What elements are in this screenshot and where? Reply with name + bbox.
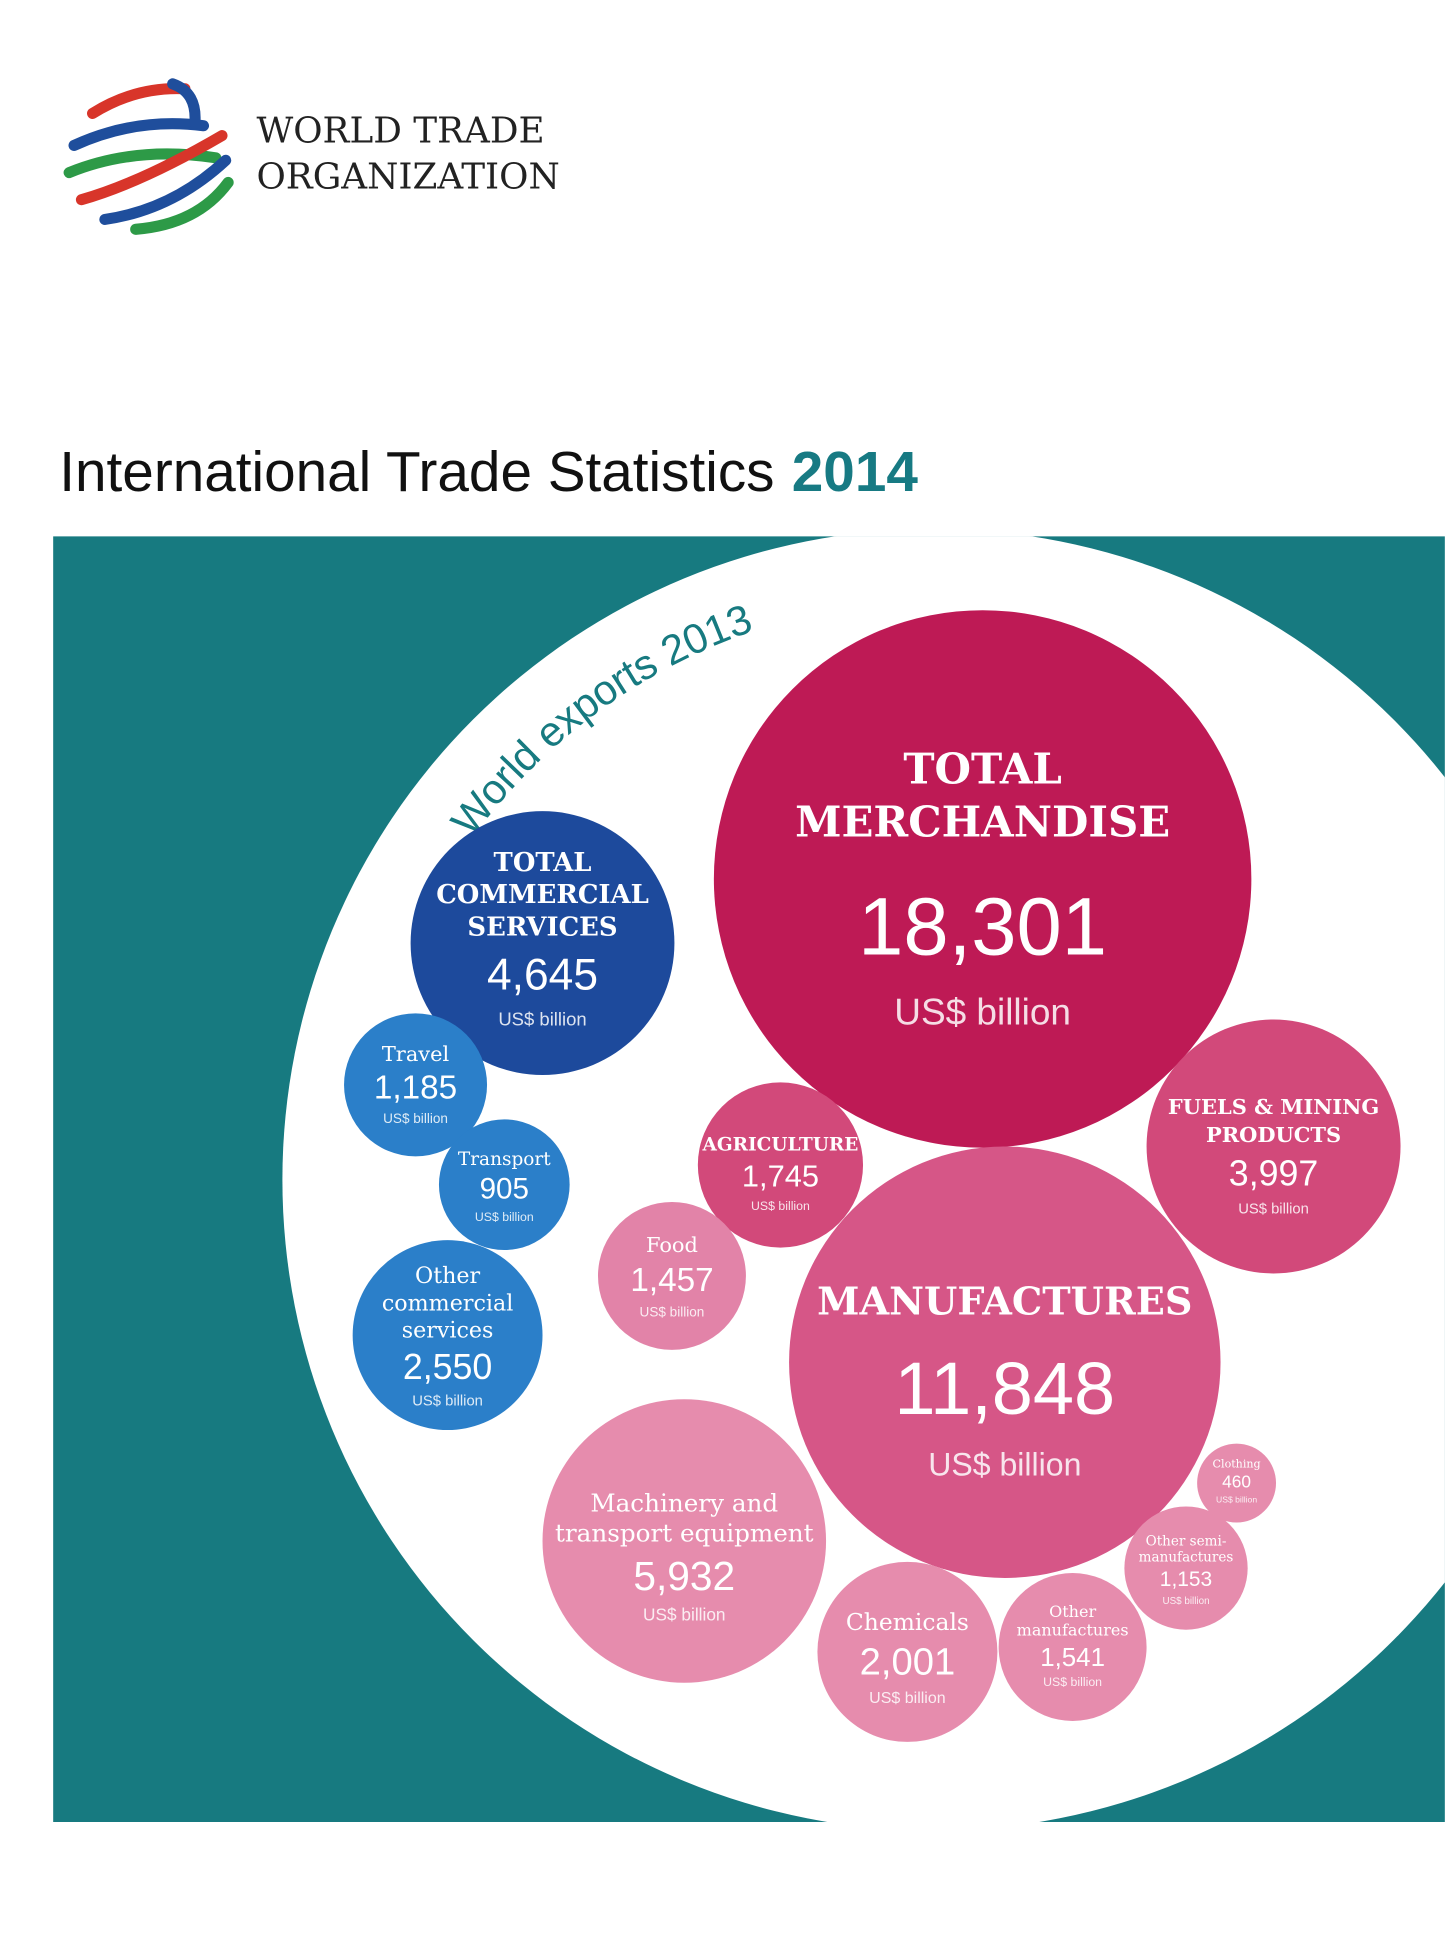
bubble-value: 5,932 [633, 1553, 735, 1599]
bubble-unit: US$ billion [643, 1605, 725, 1625]
bubble-unit: US$ billion [1216, 1495, 1257, 1505]
title: International Trade Statistics [59, 441, 774, 504]
bubble [998, 1573, 1147, 1721]
bubble [1124, 1506, 1248, 1630]
bubble-label: Machinery and [590, 1489, 778, 1518]
logo [63, 78, 234, 235]
bubble-label: Other semi- [1146, 1534, 1227, 1550]
bubble-unit: US$ billion [928, 1446, 1081, 1482]
bubble-label: TOTAL [903, 744, 1062, 793]
bubble-unit: US$ billion [869, 1689, 946, 1707]
bubble-label: Other [415, 1263, 481, 1289]
bubble [1197, 1443, 1277, 1523]
cover-title: International Trade Statistics 2014 [59, 441, 918, 504]
bubble-value: 4,645 [487, 950, 598, 999]
bubble-label: Travel [382, 1042, 450, 1066]
bubble [597, 1201, 746, 1350]
bubble-value: 905 [480, 1173, 529, 1206]
bubble [344, 1013, 488, 1157]
bubble-label: AGRICULTURE [702, 1134, 859, 1155]
bubble-unit: US$ billion [498, 1009, 586, 1030]
bubble-value: 11,848 [894, 1347, 1115, 1430]
bubble [697, 1082, 864, 1248]
bubble [410, 811, 675, 1075]
bubble-unit: US$ billion [1162, 1596, 1209, 1607]
bubble-label: Chemicals [846, 1608, 969, 1636]
bubble [352, 1240, 543, 1431]
bubble [438, 1119, 570, 1251]
bubble-value: 2,001 [860, 1640, 956, 1683]
bubble [713, 610, 1252, 1148]
bubble [1146, 1019, 1401, 1274]
bubble-label: Food [646, 1233, 698, 1257]
org-name: ORGANIZATION [257, 156, 560, 197]
bubble-value: 3,997 [1229, 1154, 1318, 1194]
org-name: WORLD TRADE [257, 111, 545, 152]
bubble-value: 1,153 [1160, 1568, 1212, 1591]
bubble-unit: US$ billion [640, 1304, 705, 1319]
bubble-label: Transport [458, 1149, 551, 1170]
bubble-unit: US$ billion [383, 1111, 448, 1126]
bubble-unit: US$ billion [1043, 1675, 1102, 1689]
bubble-label: MERCHANDISE [795, 797, 1170, 846]
bubble-unit: US$ billion [475, 1210, 534, 1224]
bubble-label: transport equipment [555, 1518, 814, 1547]
bubble-label: PRODUCTS [1206, 1122, 1341, 1147]
bubble-label: services [402, 1317, 494, 1343]
bubble-label: FUELS & MINING [1168, 1094, 1379, 1119]
bubble-value: 2,550 [403, 1347, 492, 1387]
bubble [789, 1146, 1221, 1578]
bubble-label: TOTAL [494, 848, 592, 878]
bubble-value: 1,457 [630, 1262, 713, 1299]
title-year: 2014 [792, 441, 919, 504]
bubble [542, 1399, 827, 1683]
bubble-value: 18,301 [858, 882, 1107, 973]
bubble-unit: US$ billion [894, 991, 1071, 1032]
bubble-value: 460 [1222, 1472, 1251, 1492]
bubble-value: 1,541 [1040, 1644, 1105, 1672]
bubble-label: commercial [382, 1290, 513, 1316]
bubble-label: SERVICES [467, 912, 617, 942]
bubble [817, 1561, 998, 1742]
bubble-label: Other [1049, 1602, 1096, 1621]
bubble-value: 1,745 [742, 1159, 819, 1194]
bubble-unit: US$ billion [412, 1394, 483, 1410]
bubble-unit: US$ billion [1238, 1201, 1309, 1217]
bubble-label: manufactures [1017, 1620, 1129, 1639]
bubble-value: 1,185 [374, 1070, 457, 1107]
bubble-label: Clothing [1213, 1458, 1261, 1471]
bubble-unit: US$ billion [751, 1199, 810, 1213]
bubble-label: manufactures [1139, 1550, 1234, 1566]
bubble-label: COMMERCIAL [436, 880, 649, 910]
bubble-label: MANUFACTURES [817, 1279, 1192, 1324]
